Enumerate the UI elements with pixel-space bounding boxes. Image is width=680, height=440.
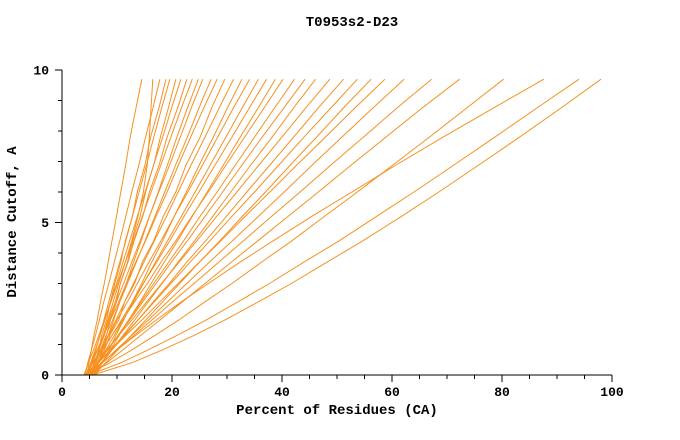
x-tick-label: 40 (274, 385, 290, 400)
model-curve (85, 78, 218, 376)
curve-group (83, 78, 602, 376)
model-curve (91, 78, 460, 376)
y-axis-ticks: 0 5 10 (33, 64, 62, 384)
x-tick-label: 80 (494, 385, 510, 400)
model-curve (86, 79, 182, 376)
model-curve (92, 78, 602, 376)
model-curve (87, 78, 235, 376)
y-tick-label: 0 (41, 369, 49, 384)
model-curve (90, 78, 259, 376)
model-curve (86, 78, 504, 376)
model-curve (89, 78, 405, 376)
y-tick-label: 10 (33, 64, 49, 79)
model-curve (89, 79, 212, 376)
model-curve (84, 79, 161, 376)
model-curve (85, 78, 386, 376)
model-curve (87, 78, 268, 376)
x-tick-label: 0 (58, 385, 66, 400)
model-curve (90, 78, 545, 376)
y-tick-label: 5 (41, 216, 49, 231)
model-curve (88, 78, 580, 376)
model-curve (90, 79, 188, 376)
model-curve (95, 78, 243, 376)
y-axis-label: Distance Cutoff, A (5, 146, 21, 298)
model-curve (85, 78, 331, 376)
x-axis-ticks: 0 20 40 60 80 100 (58, 375, 624, 400)
x-axis-label: Percent of Residues (CA) (236, 403, 438, 419)
x-tick-label: 20 (164, 385, 180, 400)
model-curve (83, 79, 193, 376)
model-curve (86, 79, 143, 376)
model-curve (85, 78, 251, 376)
x-tick-label: 60 (384, 385, 400, 400)
model-curve (84, 78, 284, 376)
model-curve (94, 78, 276, 376)
x-tick-label: 100 (600, 385, 624, 400)
model-curve (86, 78, 358, 376)
chart-title: T0953s2-D23 (306, 15, 398, 31)
